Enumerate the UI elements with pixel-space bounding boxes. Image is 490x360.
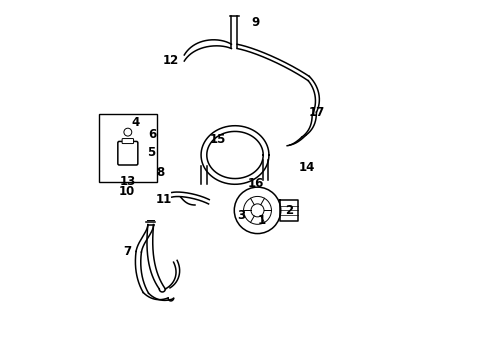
Text: 4: 4 — [132, 116, 140, 129]
Text: 5: 5 — [147, 146, 155, 159]
FancyBboxPatch shape — [99, 114, 157, 182]
Text: 1: 1 — [258, 213, 266, 226]
Text: 11: 11 — [155, 193, 172, 206]
Text: 17: 17 — [308, 105, 324, 119]
Text: 9: 9 — [251, 16, 259, 29]
Text: 16: 16 — [247, 177, 264, 190]
Text: 3: 3 — [237, 208, 245, 221]
Text: 6: 6 — [148, 128, 157, 141]
Text: 12: 12 — [163, 54, 179, 67]
Text: 15: 15 — [210, 134, 226, 147]
Text: 7: 7 — [123, 245, 131, 258]
Text: 13: 13 — [120, 175, 136, 188]
FancyBboxPatch shape — [122, 139, 134, 144]
Text: 10: 10 — [118, 185, 135, 198]
FancyBboxPatch shape — [118, 141, 138, 165]
Text: 8: 8 — [156, 166, 164, 179]
Text: 14: 14 — [298, 161, 315, 174]
Text: 2: 2 — [286, 204, 294, 217]
